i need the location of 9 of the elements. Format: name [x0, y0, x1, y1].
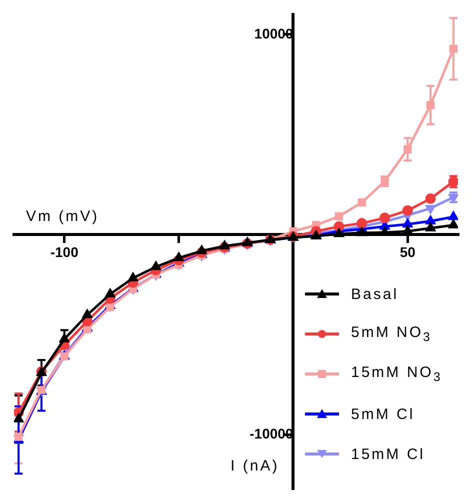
legend-label: 15mM Cl [351, 446, 426, 462]
legend-label: 5mM Cl [351, 406, 415, 422]
x-tick-label: 50 [400, 244, 416, 260]
legend-label: 5mM NO$_{3}$ [351, 324, 432, 344]
legend-label: Basal [351, 286, 399, 302]
legend-label: 15mM NO$_{3}$ [351, 364, 442, 384]
x-tick-label: -100 [50, 244, 79, 260]
y-axis-title: I (nA) [230, 458, 280, 475]
x-axis-title: Vm (mV) [26, 208, 100, 226]
